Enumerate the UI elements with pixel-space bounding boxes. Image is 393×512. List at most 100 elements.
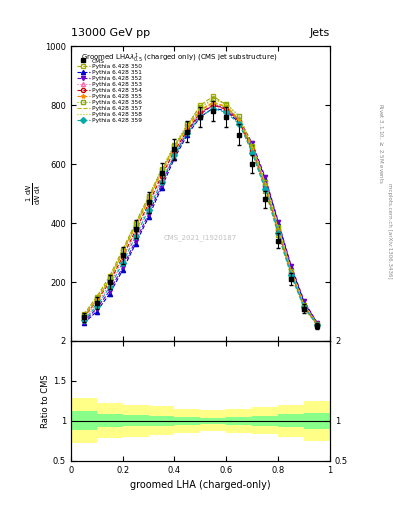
- Pythia 6.428 350: [133, 220, 138, 226]
- Pythia 6.428 358: [276, 225, 281, 231]
- Pythia 6.428 357: [289, 269, 294, 275]
- Pythia 6.428 359: [211, 105, 216, 112]
- Line: Pythia 6.428 355: Pythia 6.428 355: [82, 100, 319, 326]
- Pythia 6.428 358: [289, 268, 294, 274]
- Pythia 6.428 353: [263, 182, 268, 188]
- Pythia 6.428 359: [224, 110, 229, 116]
- Pythia 6.428 358: [146, 195, 151, 201]
- Pythia 6.428 357: [81, 314, 86, 320]
- Pythia 6.428 351: [302, 300, 307, 306]
- Pythia 6.428 357: [172, 145, 177, 151]
- Pythia 6.428 352: [120, 264, 125, 270]
- Pythia 6.428 353: [94, 301, 99, 307]
- Pythia 6.428 358: [211, 97, 216, 103]
- Pythia 6.428 353: [120, 257, 125, 263]
- Pythia 6.428 353: [276, 226, 281, 232]
- Pythia 6.428 350: [120, 246, 125, 252]
- Text: Rivet 3.1.10, $\geq$ 2.5M events: Rivet 3.1.10, $\geq$ 2.5M events: [377, 103, 385, 184]
- Pythia 6.428 356: [146, 194, 151, 200]
- Pythia 6.428 359: [315, 322, 320, 328]
- Pythia 6.428 351: [146, 214, 151, 220]
- Pythia 6.428 358: [107, 275, 112, 281]
- Pythia 6.428 356: [185, 121, 190, 127]
- Pythia 6.428 354: [315, 322, 320, 328]
- Pythia 6.428 358: [263, 180, 268, 186]
- Pythia 6.428 356: [263, 179, 268, 185]
- Pythia 6.428 357: [211, 100, 216, 106]
- Line: Pythia 6.428 354: Pythia 6.428 354: [82, 103, 319, 327]
- Text: CMS_2021_I1920187: CMS_2021_I1920187: [164, 234, 237, 241]
- Pythia 6.428 357: [302, 303, 307, 309]
- Pythia 6.428 351: [120, 267, 125, 273]
- Pythia 6.428 351: [315, 320, 320, 326]
- Pythia 6.428 356: [120, 248, 125, 254]
- Pythia 6.428 351: [237, 120, 242, 126]
- Pythia 6.428 355: [211, 99, 216, 105]
- Pythia 6.428 358: [172, 143, 177, 149]
- Pythia 6.428 352: [263, 174, 268, 180]
- Pythia 6.428 354: [211, 102, 216, 108]
- Pythia 6.428 358: [237, 114, 242, 120]
- Pythia 6.428 358: [250, 143, 255, 150]
- Pythia 6.428 356: [289, 268, 294, 274]
- Pythia 6.428 359: [289, 271, 294, 278]
- Line: Pythia 6.428 359: Pythia 6.428 359: [82, 106, 319, 327]
- Pythia 6.428 350: [81, 311, 86, 317]
- Pythia 6.428 359: [107, 284, 112, 290]
- Pythia 6.428 352: [237, 117, 242, 123]
- Pythia 6.428 350: [315, 322, 320, 328]
- Pythia 6.428 352: [289, 263, 294, 269]
- Pythia 6.428 357: [133, 224, 138, 230]
- Pythia 6.428 357: [237, 117, 242, 123]
- Pythia 6.428 356: [211, 96, 216, 102]
- Pythia 6.428 350: [276, 232, 281, 238]
- Pythia 6.428 351: [185, 132, 190, 138]
- Pythia 6.428 350: [185, 123, 190, 129]
- Pythia 6.428 352: [198, 111, 203, 117]
- Pythia 6.428 351: [172, 155, 177, 161]
- Pythia 6.428 353: [302, 303, 307, 309]
- Pythia 6.428 353: [198, 110, 203, 116]
- Pythia 6.428 354: [120, 254, 125, 260]
- Pythia 6.428 355: [146, 197, 151, 203]
- Pythia 6.428 350: [250, 149, 255, 155]
- Y-axis label: Ratio to CMS: Ratio to CMS: [41, 374, 50, 428]
- Pythia 6.428 356: [198, 103, 203, 110]
- Pythia 6.428 355: [237, 116, 242, 122]
- Pythia 6.428 351: [159, 184, 164, 190]
- Pythia 6.428 356: [250, 143, 255, 149]
- Pythia 6.428 353: [250, 146, 255, 153]
- Pythia 6.428 358: [224, 101, 229, 107]
- Pythia 6.428 359: [263, 186, 268, 192]
- Line: Pythia 6.428 353: Pythia 6.428 353: [82, 103, 319, 326]
- Pythia 6.428 351: [224, 108, 229, 114]
- Pythia 6.428 354: [94, 298, 99, 304]
- Pythia 6.428 357: [315, 322, 320, 328]
- Line: Pythia 6.428 356: Pythia 6.428 356: [82, 97, 319, 326]
- Pythia 6.428 351: [211, 105, 216, 111]
- Pythia 6.428 353: [159, 176, 164, 182]
- Pythia 6.428 358: [81, 312, 86, 318]
- Pythia 6.428 357: [94, 297, 99, 304]
- Pythia 6.428 359: [146, 207, 151, 213]
- X-axis label: groomed LHA (charged-only): groomed LHA (charged-only): [130, 480, 271, 490]
- Pythia 6.428 352: [276, 219, 281, 225]
- Pythia 6.428 354: [276, 227, 281, 233]
- Pythia 6.428 352: [185, 129, 190, 135]
- Pythia 6.428 352: [250, 140, 255, 146]
- Pythia 6.428 353: [224, 106, 229, 113]
- Pythia 6.428 356: [107, 274, 112, 281]
- Pythia 6.428 352: [172, 152, 177, 158]
- Pythia 6.428 351: [133, 241, 138, 247]
- Pythia 6.428 353: [185, 127, 190, 133]
- Pythia 6.428 354: [302, 303, 307, 309]
- Pythia 6.428 359: [133, 233, 138, 240]
- Pythia 6.428 352: [81, 319, 86, 325]
- Pythia 6.428 359: [159, 179, 164, 185]
- Pythia 6.428 352: [94, 306, 99, 312]
- Pythia 6.428 354: [81, 314, 86, 321]
- Pythia 6.428 358: [315, 321, 320, 327]
- Pythia 6.428 354: [146, 201, 151, 207]
- Pythia 6.428 355: [263, 182, 268, 188]
- Pythia 6.428 353: [81, 316, 86, 322]
